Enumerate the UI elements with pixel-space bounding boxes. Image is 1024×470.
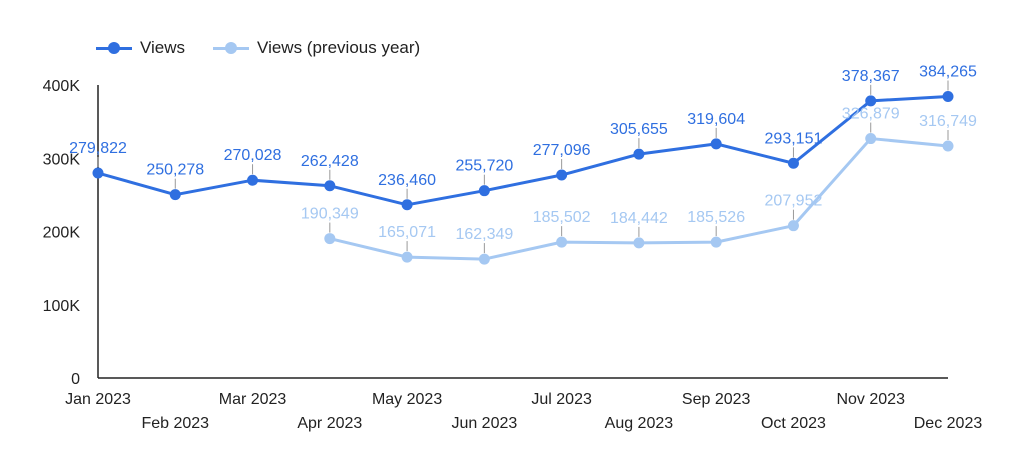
x-tick-label: Oct 2023 [761,415,826,432]
y-tick-label: 200K [43,225,81,242]
series-line-views [97,95,949,207]
x-tick-label: Jul 2023 [531,391,592,408]
x-tick-label: Sep 2023 [682,391,751,408]
x-tick-label: Apr 2023 [297,415,362,432]
x-tick-label: Feb 2023 [141,415,209,432]
data-label-views-previous-year: 207,952 [765,193,823,210]
data-point-views [92,167,104,179]
data-label-views: 293,151 [765,130,823,147]
data-point-views-previous-year [942,140,954,152]
data-point-views [633,148,645,160]
data-point-views [401,199,413,211]
y-tick-label: 300K [43,151,81,168]
data-point-views-previous-year [401,251,413,263]
data-label-views-previous-year: 184,442 [610,210,668,227]
y-tick-label: 400K [43,78,81,95]
data-label-views: 277,096 [533,142,591,159]
data-point-views [942,91,954,103]
data-point-views [324,180,336,192]
data-label-views: 270,028 [224,147,282,164]
data-label-views-previous-year: 185,502 [533,209,591,226]
data-point-views-previous-year [710,236,722,248]
data-label-views-previous-year: 316,749 [919,113,977,130]
data-label-views-previous-year: 326,879 [842,106,900,123]
data-point-views-previous-year [787,220,799,232]
data-label-views-previous-year: 190,349 [301,206,359,223]
legend-swatch-views [96,41,132,55]
data-point-views-previous-year [556,236,568,248]
data-point-views [556,169,568,181]
y-tick-label: 0 [71,371,80,388]
legend-label-views: Views [140,38,186,57]
x-tick-label: Jan 2023 [65,391,131,408]
data-point-views [865,95,877,107]
data-point-views [478,185,490,197]
data-label-views: 262,428 [301,153,359,170]
data-label-views-previous-year: 185,526 [687,209,745,226]
data-label-views: 279,822 [69,140,127,157]
data-point-views [247,174,259,186]
data-point-views-previous-year [633,237,645,249]
data-label-views: 255,720 [455,158,513,175]
legend: Views Views (previous year) [96,38,448,58]
data-label-views: 319,604 [687,111,745,128]
data-label-views: 250,278 [146,162,204,179]
legend-label-views-previous-year: Views (previous year) [257,38,421,57]
x-tick-label: May 2023 [372,391,442,408]
data-label-views: 378,367 [842,68,900,85]
data-point-views-previous-year [478,253,490,265]
legend-item-views-previous-year[interactable]: Views (previous year) [213,38,420,58]
data-label-views: 236,460 [378,172,436,189]
data-point-views-previous-year [865,133,877,145]
data-label-views: 305,655 [610,121,668,138]
x-tick-label: Aug 2023 [605,415,674,432]
x-tick-label: Jun 2023 [451,415,517,432]
data-point-views-previous-year [324,233,336,245]
data-label-views: 384,265 [919,64,977,81]
x-tick-label: Mar 2023 [219,391,287,408]
data-label-views-previous-year: 162,349 [455,226,513,243]
data-point-views [169,189,181,201]
data-point-views [710,138,722,150]
legend-swatch-views-previous-year [213,41,250,55]
y-tick-label: 100K [43,298,81,315]
legend-item-views[interactable]: Views [96,38,185,58]
x-tick-label: Dec 2023 [914,415,983,432]
data-point-views [787,157,799,169]
data-label-views-previous-year: 165,071 [378,224,436,241]
x-tick-label: Nov 2023 [836,391,905,408]
